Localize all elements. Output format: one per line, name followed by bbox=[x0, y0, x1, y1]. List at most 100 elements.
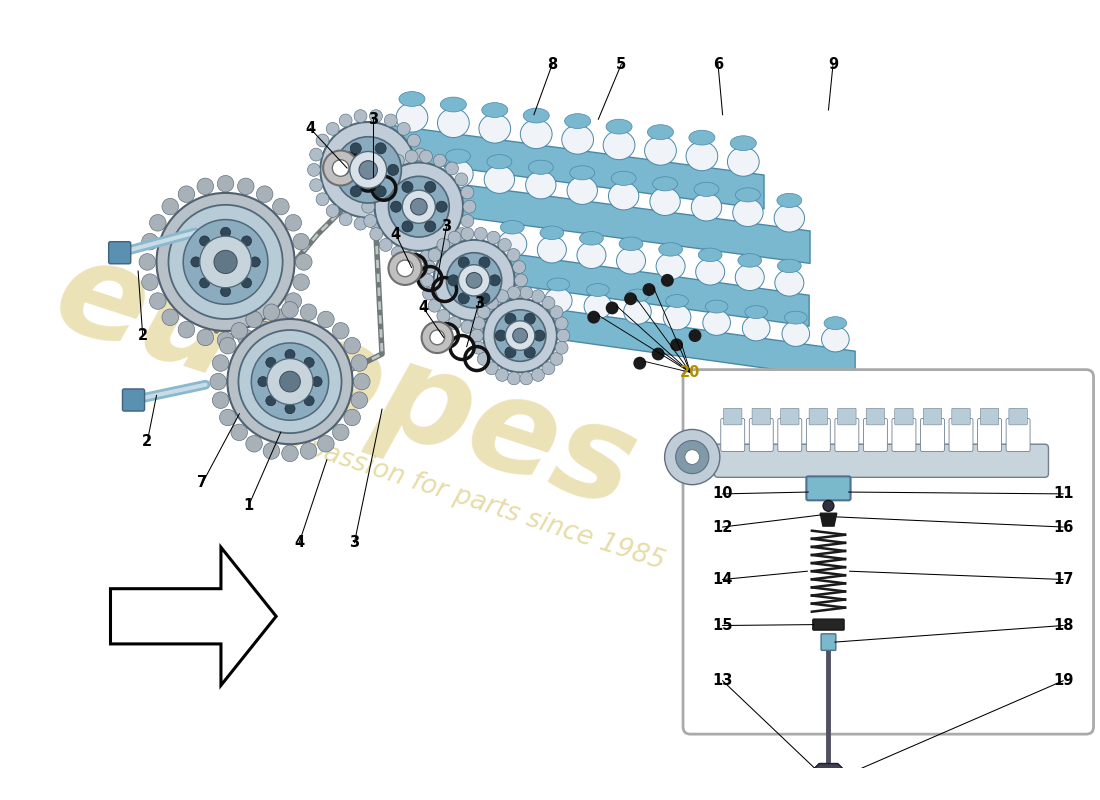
Circle shape bbox=[282, 302, 298, 318]
Circle shape bbox=[350, 186, 361, 197]
Circle shape bbox=[397, 205, 410, 218]
Ellipse shape bbox=[733, 198, 763, 226]
Circle shape bbox=[310, 148, 322, 161]
Ellipse shape bbox=[736, 188, 760, 202]
Circle shape bbox=[397, 260, 414, 277]
FancyBboxPatch shape bbox=[952, 408, 970, 425]
Circle shape bbox=[293, 234, 309, 250]
Circle shape bbox=[405, 150, 418, 163]
Circle shape bbox=[344, 338, 361, 354]
Circle shape bbox=[384, 114, 397, 127]
Circle shape bbox=[478, 293, 490, 304]
Polygon shape bbox=[539, 307, 855, 381]
Circle shape bbox=[433, 154, 447, 167]
Ellipse shape bbox=[738, 254, 761, 267]
Circle shape bbox=[200, 236, 251, 288]
Circle shape bbox=[354, 110, 367, 122]
Ellipse shape bbox=[526, 171, 556, 199]
Ellipse shape bbox=[606, 119, 632, 134]
Circle shape bbox=[664, 430, 719, 485]
Circle shape bbox=[689, 329, 702, 342]
Circle shape bbox=[387, 164, 398, 175]
Ellipse shape bbox=[695, 258, 725, 285]
Ellipse shape bbox=[484, 166, 515, 194]
Circle shape bbox=[459, 257, 470, 268]
Circle shape bbox=[178, 186, 195, 202]
Circle shape bbox=[239, 330, 341, 433]
Circle shape bbox=[370, 228, 383, 241]
Ellipse shape bbox=[478, 114, 510, 143]
FancyBboxPatch shape bbox=[810, 408, 827, 425]
Circle shape bbox=[245, 311, 263, 328]
Circle shape bbox=[220, 410, 236, 426]
Text: 7: 7 bbox=[198, 475, 208, 490]
Circle shape bbox=[379, 162, 392, 175]
Circle shape bbox=[191, 257, 201, 267]
Circle shape bbox=[168, 205, 283, 319]
FancyBboxPatch shape bbox=[806, 418, 830, 451]
Circle shape bbox=[220, 286, 231, 297]
Circle shape bbox=[266, 358, 276, 367]
Circle shape bbox=[498, 238, 512, 251]
Circle shape bbox=[542, 362, 554, 374]
Circle shape bbox=[587, 310, 601, 324]
Circle shape bbox=[212, 392, 229, 409]
Circle shape bbox=[402, 221, 412, 232]
Circle shape bbox=[414, 148, 427, 161]
Circle shape bbox=[670, 338, 683, 351]
Circle shape bbox=[388, 176, 449, 237]
Circle shape bbox=[285, 350, 295, 359]
Circle shape bbox=[392, 246, 405, 259]
FancyBboxPatch shape bbox=[724, 408, 741, 425]
Circle shape bbox=[455, 173, 468, 186]
Circle shape bbox=[437, 310, 450, 322]
Circle shape bbox=[212, 354, 229, 371]
Ellipse shape bbox=[396, 103, 428, 132]
Ellipse shape bbox=[520, 119, 552, 149]
Ellipse shape bbox=[544, 288, 572, 314]
Circle shape bbox=[388, 252, 421, 285]
Ellipse shape bbox=[443, 160, 473, 188]
Circle shape bbox=[477, 306, 491, 318]
FancyBboxPatch shape bbox=[720, 418, 745, 451]
FancyBboxPatch shape bbox=[1006, 418, 1030, 451]
Circle shape bbox=[410, 198, 427, 215]
Circle shape bbox=[397, 122, 410, 135]
Circle shape bbox=[461, 227, 474, 240]
FancyBboxPatch shape bbox=[781, 408, 799, 425]
Ellipse shape bbox=[540, 226, 563, 239]
Circle shape bbox=[218, 332, 234, 349]
Circle shape bbox=[421, 322, 453, 353]
Circle shape bbox=[447, 253, 502, 308]
Ellipse shape bbox=[745, 306, 768, 318]
Ellipse shape bbox=[498, 231, 527, 258]
FancyBboxPatch shape bbox=[1009, 408, 1027, 425]
Circle shape bbox=[505, 346, 516, 358]
Circle shape bbox=[312, 377, 322, 386]
Polygon shape bbox=[821, 514, 837, 526]
Circle shape bbox=[461, 320, 474, 334]
Circle shape bbox=[513, 261, 526, 274]
Ellipse shape bbox=[482, 102, 508, 118]
Ellipse shape bbox=[742, 315, 770, 341]
Text: 14: 14 bbox=[713, 572, 733, 587]
Circle shape bbox=[419, 250, 432, 263]
Circle shape bbox=[513, 287, 526, 300]
Circle shape bbox=[403, 190, 436, 223]
Ellipse shape bbox=[438, 109, 470, 138]
Circle shape bbox=[823, 500, 834, 511]
Ellipse shape bbox=[576, 242, 606, 269]
Text: 10: 10 bbox=[713, 486, 733, 502]
Circle shape bbox=[425, 182, 436, 193]
Ellipse shape bbox=[656, 253, 685, 279]
Circle shape bbox=[525, 346, 536, 358]
Circle shape bbox=[178, 322, 195, 338]
Circle shape bbox=[241, 236, 252, 246]
Circle shape bbox=[184, 219, 268, 304]
Circle shape bbox=[250, 257, 261, 267]
Circle shape bbox=[402, 182, 412, 193]
Circle shape bbox=[448, 275, 459, 286]
Circle shape bbox=[446, 238, 459, 251]
Ellipse shape bbox=[694, 182, 719, 197]
Ellipse shape bbox=[703, 310, 730, 335]
